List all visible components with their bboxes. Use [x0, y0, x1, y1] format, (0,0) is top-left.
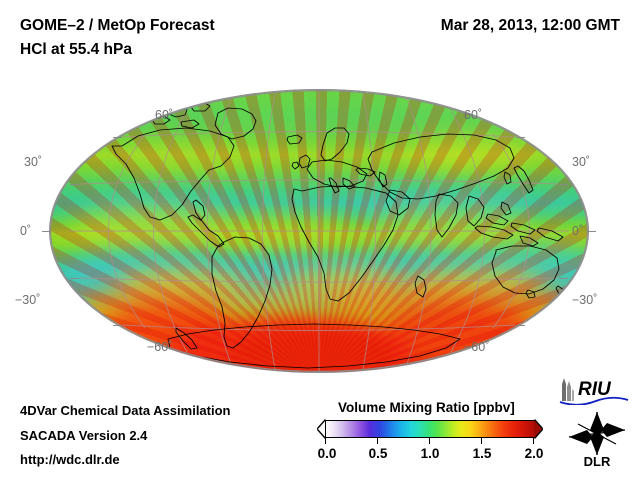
lat-label-30-right: 30˚: [572, 155, 591, 169]
lat-tick-60-right: [516, 137, 525, 138]
riu-tower-icon: [562, 378, 574, 401]
lat-tick-60-left: [113, 137, 122, 138]
colorbar-gradient: [325, 420, 535, 438]
lat-tick-m60-left: [113, 325, 122, 326]
colorbar: [318, 420, 542, 438]
riu-logo: RIU: [559, 378, 629, 405]
lat-tick-m60-right: [516, 325, 525, 326]
lat-tick-30-right: [559, 184, 568, 185]
colorbar-tick-label: 0.0: [317, 446, 337, 461]
riu-wordmark: RIU: [578, 379, 612, 400]
lat-label-m30-left: −30˚: [15, 293, 41, 307]
map-panel: 60˚ 30˚ 0˚ −30˚ −60˚ 60˚ 30˚ 0˚ −30˚ −60…: [15, 90, 597, 372]
lat-tick-0-left: [42, 231, 51, 232]
colorbar-ticks: [325, 438, 535, 444]
version-label: SACADA Version 2.4: [20, 428, 148, 443]
coastline-overlay: [111, 101, 575, 369]
lat-tick-0-right: [587, 231, 596, 232]
lat-tick-30-left: [70, 184, 79, 185]
colorbar-tick-label: 0.5: [368, 446, 388, 461]
lat-label-60-left: 60˚: [155, 108, 174, 122]
url-label: http://wdc.dlr.de: [20, 452, 120, 467]
globe-projection: [50, 90, 588, 372]
lat-label-m60-left: −60˚: [147, 340, 173, 354]
riu-swoosh-icon: [559, 396, 629, 405]
lat-tick-m30-right: [559, 278, 568, 279]
page-title: GOME–2 / MetOp Forecast: [20, 17, 215, 34]
colorbar-tick-label: 1.5: [472, 446, 492, 461]
timestamp-label: Mar 28, 2013, 12:00 GMT: [440, 17, 620, 34]
dlr-wordmark: DLR: [584, 454, 611, 468]
colorbar-tick-labels: 0.0 0.5 1.0 1.5 2.0: [317, 446, 544, 464]
colorbar-over-arrow: [534, 420, 542, 438]
colorbar-title: Volume Mixing Ratio [ppbv]: [338, 400, 515, 415]
lat-label-0-right: 0˚: [572, 224, 584, 238]
dlr-logo: DLR: [568, 412, 626, 468]
colorbar-under-arrow: [318, 420, 326, 438]
lat-label-0-left: 0˚: [20, 224, 32, 238]
lat-label-30-left: 30˚: [24, 155, 43, 169]
colorbar-tick-label: 1.0: [420, 446, 440, 461]
lat-tick-m30-left: [70, 278, 79, 279]
field-blob: [125, 140, 244, 175]
dlr-pinwheel-icon: [568, 412, 626, 455]
colorbar-tick-label: 2.0: [524, 446, 544, 461]
globe-limb: [50, 90, 588, 372]
method-label: 4DVar Chemical Data Assimilation: [20, 403, 231, 418]
lat-label-60-right: 60˚: [464, 108, 483, 122]
lat-label-m60-right: −60˚: [464, 340, 490, 354]
lat-label-m30-right: −30˚: [572, 293, 598, 307]
graticule-grid: [69, 91, 569, 371]
species-subtitle: HCl at 55.4 hPa: [20, 41, 132, 58]
